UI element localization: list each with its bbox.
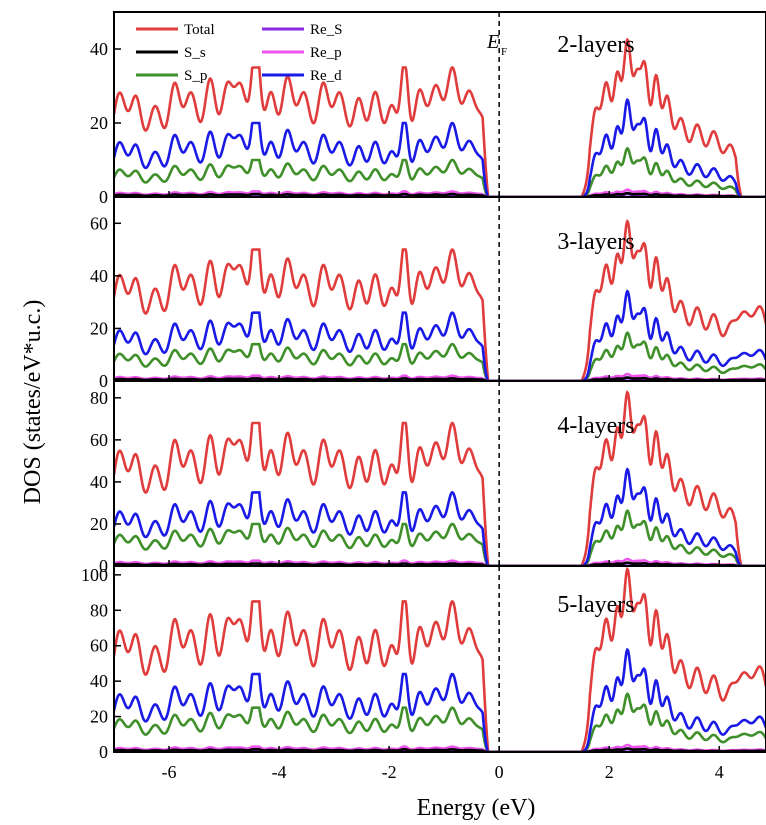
x-tick-label: -6 — [162, 762, 177, 782]
series-line-Re_p — [114, 372, 766, 381]
x-axis-title: Energy (eV) — [417, 795, 536, 821]
legend-label-Re_p: Re_p — [310, 45, 342, 61]
y-tick-label: 60 — [90, 636, 108, 656]
legend-label-S_s: S_s — [184, 45, 206, 61]
panel-label: 4-layers — [557, 413, 634, 439]
y-tick-label: 80 — [90, 600, 108, 620]
y-tick-label: 0 — [99, 371, 108, 391]
panel-frame — [113, 565, 766, 753]
y-tick-label: 80 — [90, 388, 108, 408]
y-tick-label: 60 — [90, 213, 108, 233]
series-line-Total — [114, 37, 766, 197]
x-tick-label: 2 — [605, 762, 614, 782]
series-line-Re_d — [114, 647, 766, 752]
y-tick-label: 0 — [99, 556, 108, 576]
series-line-S_p — [114, 509, 766, 566]
series-line-Re_d — [114, 467, 766, 566]
y-tick-label: 40 — [90, 671, 108, 691]
y-tick-label: 40 — [90, 472, 108, 492]
x-tick-label: 0 — [495, 762, 504, 782]
panel-label: 3-layers — [557, 229, 634, 255]
y-tick-label: 60 — [90, 430, 108, 450]
panel-3-layers: 0 20 40 60 3-layers — [90, 196, 766, 391]
y-tick-label: 20 — [90, 318, 108, 338]
x-tick-label: 4 — [715, 762, 724, 782]
series-line-Re_p — [114, 188, 766, 197]
panel-label: 2-layers — [557, 32, 634, 58]
series-line-Re_d — [114, 97, 766, 197]
y-tick-label: 20 — [90, 707, 108, 727]
y-tick-label: 40 — [90, 266, 108, 286]
series-line-S_s — [114, 561, 766, 566]
series-line-S_s — [114, 191, 766, 197]
y-tick-label: 0 — [99, 742, 108, 762]
y-tick-label: 20 — [90, 113, 108, 133]
series-line-Total — [114, 566, 766, 752]
series-line-Total — [114, 219, 766, 381]
x-tick-label: -4 — [272, 762, 287, 782]
series-line-S_p — [114, 692, 766, 752]
x-tick-label: -2 — [382, 762, 397, 782]
series-line-S_s — [114, 747, 766, 752]
y-tick-label: 0 — [99, 187, 108, 207]
y-tick-label: 40 — [90, 39, 108, 59]
series-line-S_p — [114, 331, 766, 381]
panel-2-layers: 0 20 40 2-layers — [90, 11, 766, 207]
x-axis: -6 -4 -2 0 2 4 — [162, 762, 724, 782]
panel-5-layers: 0 20 40 60 80 100 5-layers — [81, 565, 766, 762]
panel-4-layers: 0 20 40 60 80 4-layers — [90, 380, 766, 576]
y-tick-label: 100 — [81, 565, 108, 585]
series-line-S_s — [114, 376, 766, 381]
series-line-Re_d — [114, 289, 766, 381]
y-axis-title: DOS (states/eV*u.c.) — [20, 300, 46, 505]
legend-label-S_p: S_p — [184, 68, 207, 84]
panel-label: 5-layers — [557, 592, 634, 618]
legend-label-Total: Total — [184, 22, 215, 38]
series-line-Total — [114, 390, 766, 566]
legend: Total S_s S_p Re_S Re_p Re_d — [136, 22, 343, 84]
fermi-label-subscript: F — [501, 46, 507, 58]
panels-group: 0 20 40 2-layers 0 20 40 60 3-layers 0 20 40 60 80 4-l… — [81, 11, 766, 762]
fermi-label-main: E — [486, 31, 499, 53]
series-line-Re_p — [114, 743, 766, 752]
legend-label-Re_d: Re_d — [310, 68, 342, 84]
series-line-S_p — [114, 146, 766, 197]
legend-label-Re_S: Re_S — [310, 22, 343, 38]
y-tick-label: 20 — [90, 514, 108, 534]
fermi-level-label: E F — [486, 31, 507, 58]
series-line-Re_p — [114, 557, 766, 566]
